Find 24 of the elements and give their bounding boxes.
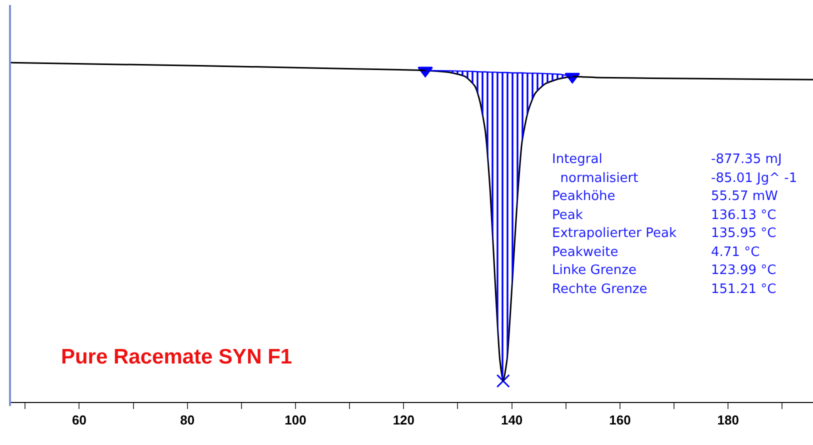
x-tick-label: 160 (609, 412, 631, 428)
annotation: 4.71 °C (711, 245, 760, 260)
text: Pure Racemate SYN F1 (60, 345, 292, 368)
annotation: Extrapolierter Peak (552, 226, 677, 241)
annotation: 136.13 °C (711, 208, 776, 223)
annotation: 123.99 °C (711, 263, 776, 278)
annotation: normalisiert (552, 171, 638, 186)
x-tick-label: 100 (284, 412, 306, 428)
annotation: -877.35 mJ (711, 152, 782, 167)
x-tick-label: 140 (500, 412, 523, 428)
annotation: Rechte Grenze (552, 282, 648, 297)
annotation: Linke Grenze (552, 263, 636, 278)
annotation: Peak (552, 208, 584, 223)
annotation: -85.01 Jg^ -1 (711, 171, 798, 186)
annotation: Peakweite (552, 245, 618, 260)
x-tick-label: 180 (717, 412, 739, 428)
annotation: 151.21 °C (711, 282, 776, 297)
x-tick-label: 120 (392, 412, 415, 428)
x-tick-label: 80 (180, 412, 195, 428)
annotation: Peakhöhe (552, 189, 616, 204)
x-tick-label: 60 (72, 412, 86, 428)
annotation: Integral (552, 152, 602, 167)
annotation: 135.95 °C (711, 226, 776, 241)
annotation: 55.57 mW (711, 189, 778, 204)
